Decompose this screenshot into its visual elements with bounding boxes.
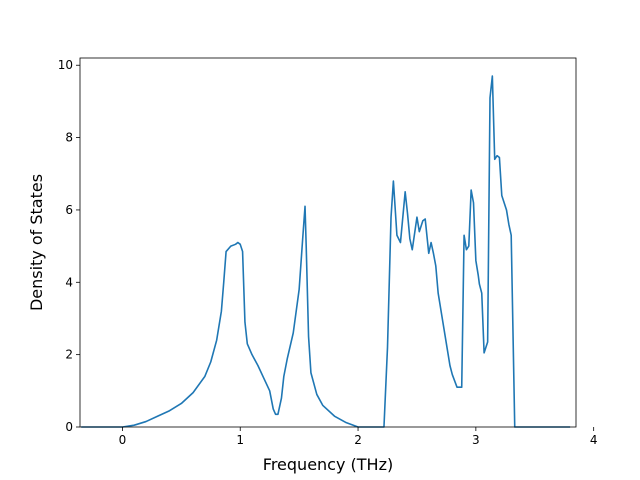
- x-tick-label: 3: [472, 433, 480, 447]
- axes-frame: [79, 57, 577, 428]
- y-tick-label: 6: [65, 203, 73, 217]
- y-tick-label: 8: [65, 131, 73, 145]
- x-tick-label: 0: [119, 433, 127, 447]
- y-tick-label: 2: [65, 348, 73, 362]
- x-tick-label: 1: [236, 433, 244, 447]
- y-axis-label: Density of States: [27, 174, 46, 311]
- x-axis-label: Frequency (THz): [263, 455, 393, 474]
- y-tick-label: 4: [65, 275, 73, 289]
- y-tick-label: 0: [65, 420, 73, 434]
- x-tick-label: 2: [354, 433, 362, 447]
- plot-area: [81, 75, 571, 428]
- x-axis-ticks: 0 1 2 3 4: [119, 427, 598, 447]
- dos-series-line: [81, 75, 571, 428]
- y-axis-ticks: 0 2 4 6 8 10: [58, 58, 80, 434]
- y-tick-label: 10: [58, 58, 73, 72]
- x-tick-label: 4: [590, 433, 598, 447]
